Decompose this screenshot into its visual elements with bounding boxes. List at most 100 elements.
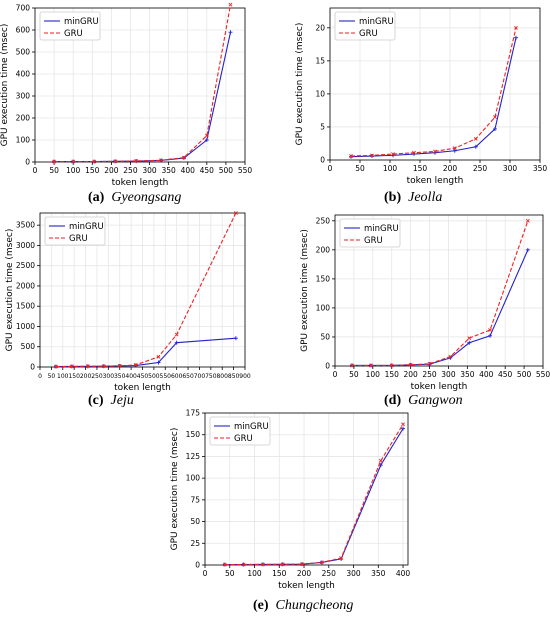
caption-letter: (e) [253, 598, 269, 613]
data-point-gru [71, 159, 76, 164]
data-point-gru [525, 218, 530, 223]
y-tick-label: 700 [16, 4, 31, 13]
x-axis-label: token length [407, 176, 464, 186]
caption-letter: (d) [384, 393, 402, 408]
data-point-mingru [452, 148, 457, 153]
data-point-gru [339, 556, 344, 560]
chart-svg: 0 50 100 150 200 250 300 350 0 5 10 15 20 token lengt… [295, 7, 547, 186]
x-tick-label: 400 [479, 370, 494, 379]
data-point-gru [159, 158, 163, 163]
data-point-gru [117, 363, 122, 368]
x-tick-label: 250 [91, 373, 103, 380]
data-point-mingru [473, 144, 478, 149]
x-tick-label: 200 [443, 164, 458, 173]
y-tick-label: 150 [316, 274, 331, 283]
x-tick-label: 150 [85, 166, 100, 175]
caption-name: Chungcheong [275, 598, 354, 613]
legend-label-gru: GRU [359, 29, 378, 39]
x-tick-label: 300 [441, 370, 456, 379]
x-tick-label: 0 [203, 569, 208, 578]
y-tick-label: 75 [190, 495, 200, 504]
series-line-gru [224, 424, 404, 566]
x-tick-label: 200 [403, 370, 418, 379]
x-tick-label: 400 [396, 569, 411, 578]
data-point-gru [389, 363, 394, 368]
data-point-gru [452, 146, 457, 151]
legend-label-mingru: minGRU [69, 222, 104, 232]
y-tick-label: 1000 [16, 322, 35, 331]
caption-name: Gyeongsang [111, 190, 182, 205]
data-point-gru [222, 562, 227, 567]
y-tick-label: 1500 [16, 302, 35, 311]
legend-label-gru: GRU [364, 236, 383, 246]
x-tick-label: 200 [297, 569, 312, 578]
data-point-gru [156, 354, 161, 359]
caption-letter: (a) [88, 190, 105, 205]
data-point-mingru [370, 154, 374, 159]
x-tick-label: 0 [328, 164, 333, 173]
legend-label-mingru: minGRU [359, 17, 394, 27]
figure-caption: (c) Jeju [88, 393, 134, 409]
x-tick-label: 50 [355, 164, 365, 173]
x-axis-label: token length [114, 383, 171, 393]
data-point-gru [349, 154, 353, 158]
data-point-gru [319, 560, 324, 565]
y-tick-label: 100 [186, 474, 201, 483]
data-point-mingru [514, 35, 518, 40]
data-point-gru [408, 362, 413, 367]
y-tick-label: 50 [190, 517, 200, 526]
legend: minGRU GRU [39, 11, 101, 41]
data-point-mingru [493, 126, 497, 131]
x-tick-label: 450 [200, 166, 215, 175]
x-tick-label: 100 [57, 373, 69, 380]
x-tick-label: 300 [142, 166, 157, 175]
data-point-gru [514, 25, 518, 30]
data-point-mingru [401, 426, 406, 431]
figure-caption: (e) Chungcheong [253, 598, 353, 614]
x-axis-label: token length [411, 382, 468, 392]
data-point-gru [369, 363, 373, 368]
data-point-gru [181, 155, 186, 160]
series-line-gru [352, 220, 529, 366]
data-point-mingru [525, 247, 530, 252]
y-tick-label: 600 [16, 26, 31, 35]
y-tick-label: 25 [190, 539, 200, 548]
x-tick-label: 300 [503, 164, 518, 173]
plot-frame [204, 412, 409, 566]
x-tick-label: 600 [171, 373, 183, 380]
series-line-mingru [55, 337, 236, 368]
x-tick-label: 500 [517, 370, 532, 379]
data-point-mingru [156, 360, 161, 365]
x-tick-label: 50 [225, 569, 235, 578]
x-tick-label: 850 [228, 373, 240, 380]
data-point-gru [391, 152, 395, 156]
x-tick-label: 550 [238, 166, 253, 175]
y-tick-label: 5 [320, 122, 325, 131]
x-tick-label: 50 [49, 166, 59, 175]
y-tick-label: 10 [315, 89, 325, 98]
data-point-gru [204, 133, 209, 138]
data-point-gru [133, 363, 138, 367]
y-tick-label: 2000 [16, 281, 35, 290]
data-point-gru [378, 458, 383, 463]
y-axis-label: GPU execution time (msec) [300, 229, 310, 352]
y-tick-label: 300 [16, 92, 31, 101]
data-point-gru [101, 364, 106, 369]
caption-name: Jeju [110, 393, 134, 408]
series-line-mingru [224, 428, 404, 566]
data-point-gru [401, 422, 405, 427]
data-point-gru [261, 562, 265, 567]
x-tick-label: 200 [104, 166, 119, 175]
data-point-gru [69, 364, 74, 369]
y-tick-label: 2500 [16, 261, 35, 270]
legend-label-mingru: minGRU [234, 422, 269, 432]
x-tick-label: 150 [272, 569, 287, 578]
x-tick-label: 300 [346, 569, 361, 578]
series-line-gru [350, 27, 517, 157]
figure-caption: (a) Gyeongsang [88, 190, 181, 206]
x-tick-label: 350 [114, 373, 126, 380]
chart-svg: 0 50 100 150 200 250 300 350 400 450 500 550 0 100 200… [0, 2, 253, 188]
data-point-gru [174, 332, 179, 337]
x-tick-label: 250 [422, 370, 437, 379]
figure-caption: (b) Jeolla [384, 190, 442, 206]
